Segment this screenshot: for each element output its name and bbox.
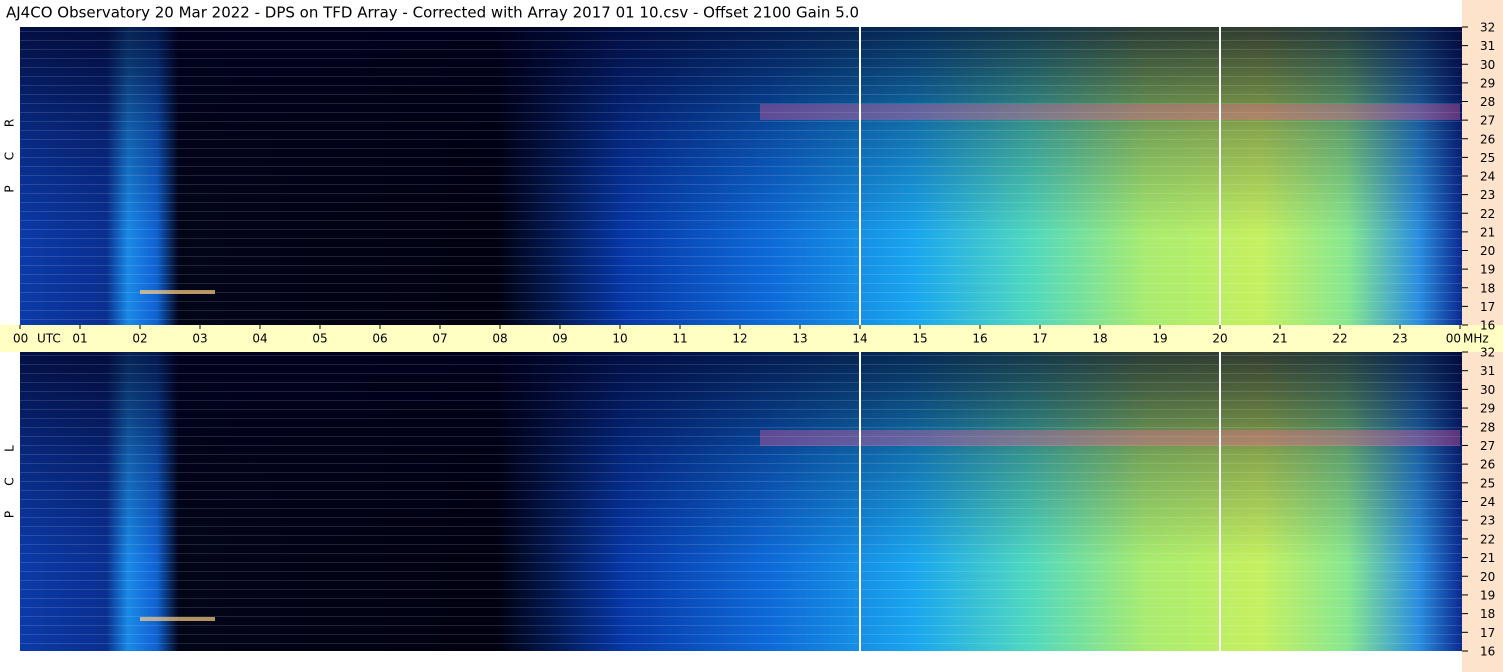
- freq-label: 27: [1480, 439, 1495, 453]
- freq-label: 19: [1480, 588, 1495, 602]
- panel-label: C: [3, 477, 17, 485]
- panel-lcp: [20, 352, 1462, 651]
- band-highlight: [760, 104, 1460, 120]
- time-label: 22: [1332, 332, 1347, 346]
- time-label: 05: [312, 332, 327, 346]
- time-label: 15: [912, 332, 927, 346]
- time-label: 16: [972, 332, 987, 346]
- panel-rcp: [20, 27, 1462, 325]
- panel-label: R: [3, 119, 17, 127]
- burst: [140, 290, 215, 294]
- freq-label: 32: [1480, 346, 1495, 360]
- time-label: 07: [432, 332, 447, 346]
- time-label: 18: [1092, 332, 1107, 346]
- freq-label: 26: [1480, 132, 1495, 146]
- freq-label: 32: [1480, 21, 1495, 35]
- time-label: 06: [372, 332, 387, 346]
- freq-label: 28: [1480, 95, 1495, 109]
- freq-label: 24: [1480, 495, 1495, 509]
- time-label: 01: [72, 332, 87, 346]
- freq-label: 29: [1480, 402, 1495, 416]
- time-label: 13: [792, 332, 807, 346]
- freq-label: 23: [1480, 188, 1495, 202]
- time-label: 10: [612, 332, 627, 346]
- freq-label: 18: [1480, 607, 1495, 621]
- time-label: 00: [13, 332, 28, 346]
- freq-label: 19: [1480, 263, 1495, 277]
- freq-label: 16: [1480, 319, 1495, 333]
- freq-label: 17: [1480, 300, 1495, 314]
- spectrum-streaks: [20, 352, 1462, 651]
- title: AJ4CO Observatory 20 Mar 2022 - DPS on T…: [6, 4, 859, 22]
- freq-label: 29: [1480, 76, 1495, 90]
- time-label: 00: [1446, 332, 1461, 346]
- time-unit: UTC: [37, 332, 61, 346]
- freq-unit: MHz: [1463, 332, 1489, 346]
- time-label: 11: [672, 332, 687, 346]
- time-label: 02: [132, 332, 147, 346]
- time-label: 20: [1212, 332, 1227, 346]
- time-label: 19: [1152, 332, 1167, 346]
- freq-label: 22: [1480, 532, 1495, 546]
- time-label: 21: [1272, 332, 1287, 346]
- panel-label: P: [3, 185, 17, 192]
- time-label: 08: [492, 332, 507, 346]
- freq-label: 27: [1480, 114, 1495, 128]
- freq-label: 25: [1480, 476, 1495, 490]
- freq-label: 20: [1480, 244, 1495, 258]
- freq-label: 21: [1480, 551, 1495, 565]
- burst: [140, 617, 215, 621]
- freq-label: 25: [1480, 151, 1495, 165]
- panel-label: L: [3, 445, 17, 452]
- time-label: 12: [732, 332, 747, 346]
- freq-label: 24: [1480, 170, 1495, 184]
- freq-label: 21: [1480, 225, 1495, 239]
- band-highlight: [760, 430, 1460, 446]
- time-label: 04: [252, 332, 267, 346]
- freq-label: 16: [1480, 645, 1495, 659]
- time-label: 14: [852, 332, 867, 346]
- freq-label: 17: [1480, 626, 1495, 640]
- panel-label: C: [3, 152, 17, 160]
- freq-label: 22: [1480, 207, 1495, 221]
- panel-label: P: [3, 511, 17, 518]
- time-bar: [0, 325, 1503, 352]
- time-label: 09: [552, 332, 567, 346]
- freq-label: 23: [1480, 514, 1495, 528]
- freq-label: 31: [1480, 364, 1495, 378]
- time-label: 03: [192, 332, 207, 346]
- freq-label: 26: [1480, 458, 1495, 472]
- spectrum-streaks: [20, 27, 1462, 325]
- freq-label: 28: [1480, 420, 1495, 434]
- freq-label: 20: [1480, 570, 1495, 584]
- freq-label: 30: [1480, 383, 1495, 397]
- time-label: 23: [1392, 332, 1407, 346]
- freq-label: 18: [1480, 281, 1495, 295]
- time-label: 17: [1032, 332, 1047, 346]
- freq-label: 30: [1480, 58, 1495, 72]
- freq-label: 31: [1480, 39, 1495, 53]
